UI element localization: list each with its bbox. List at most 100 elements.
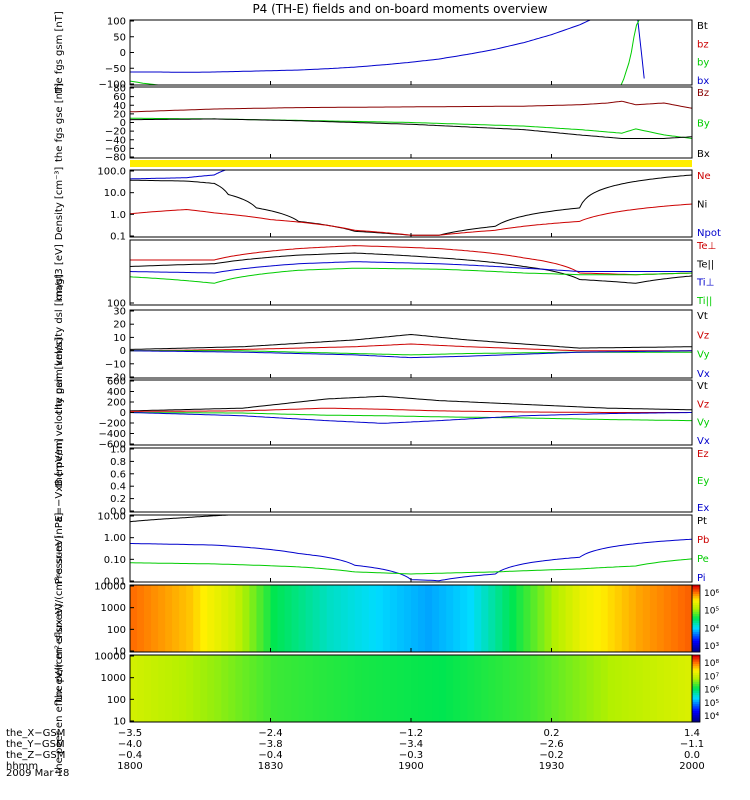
y-axis-label: the fgs gse [nT] [54, 83, 65, 162]
y-axis-label: the peem velocity gsm [km/s] [54, 338, 65, 488]
panel-frame [129, 514, 693, 583]
legend-entry: By [697, 119, 710, 130]
colorbar-step [692, 605, 700, 608]
y-tick-label: 0.10 [104, 555, 126, 566]
colorbar-step [692, 713, 700, 716]
colorbar-step [692, 585, 700, 588]
legend-entry: Vz [697, 330, 709, 341]
heatmap-cell [614, 655, 623, 722]
colorbar-step [692, 598, 700, 602]
y-tick-label: −200 [99, 419, 126, 430]
y-tick-label: 0.01 [104, 577, 126, 588]
y-tick-label: 0.2 [110, 494, 126, 505]
heatmap-cell [326, 585, 335, 652]
colorbar-step [692, 697, 700, 701]
heatmap-cell [256, 585, 265, 652]
heatmap-cell [649, 655, 658, 722]
heatmap-cell [340, 585, 349, 652]
ephemeris-row-label: the_X−GSM [6, 728, 65, 739]
heatmap-cell [411, 655, 419, 722]
heatmap-cell [214, 655, 222, 722]
ephemeris-value: −1.1 [680, 739, 704, 750]
y-tick-label: 100 [107, 625, 126, 636]
heatmap-cell [663, 585, 672, 652]
colorbar-step [692, 587, 700, 590]
panel-8: Pt Pb Pe Pi 10.00 1.00 0.10 0.01 Pressure [nPa] [54, 512, 709, 588]
series-vx-line [130, 412, 692, 424]
series-by-line [130, 20, 640, 85]
colorbar-step [692, 645, 700, 649]
heatmap-cell [375, 655, 384, 722]
legend-entry: Ne [697, 171, 711, 182]
y-axis-label: Density [cm⁻³] [54, 167, 65, 241]
panel-frame [129, 19, 693, 86]
heatmap-cell [418, 655, 426, 722]
heatmap-cell [565, 585, 574, 652]
series-vz-line [130, 343, 692, 352]
y-tick-label: 40 [113, 101, 126, 112]
heatmap-cell [600, 655, 609, 722]
ephemeris-value: −0.4 [118, 750, 142, 761]
heatmap-cell [684, 585, 693, 652]
series-npot-line [130, 170, 226, 180]
heatmap-cell [291, 585, 300, 652]
colorbar-step [692, 659, 700, 663]
y-tick-label: 0 [120, 48, 126, 59]
y-tick-label: 0 [120, 118, 126, 129]
heatmap-cell [670, 585, 679, 652]
heatmap-cell [607, 585, 616, 652]
colorbar-step [692, 649, 700, 653]
y-tick-label: 100.0 [97, 167, 126, 178]
heatmap-cell [312, 655, 321, 722]
heatmap-cell [628, 585, 637, 652]
legend-entry: Vz [697, 399, 709, 410]
heatmap-cell [228, 585, 236, 652]
colorbar-step [692, 614, 700, 617]
colorbar-step [692, 589, 700, 593]
colorbar-step [692, 622, 700, 626]
heatmap-cell [572, 655, 581, 722]
colorbar-step [692, 681, 700, 685]
colorbar-step [692, 668, 700, 672]
y-axis-label: the peim velocity dsl [km/s] [54, 274, 65, 414]
colorbar-step [692, 657, 700, 660]
colorbar-label: 10⁸ [704, 659, 719, 669]
colorbar-step [692, 686, 700, 689]
y-tick-label: 400 [107, 387, 126, 398]
heatmap-cell [453, 655, 461, 722]
heatmap-cell [256, 655, 265, 722]
colorbar-step [692, 631, 700, 635]
y-tick-label: 20 [113, 320, 126, 331]
heatmap-cell [242, 585, 251, 652]
heatmap-cell [270, 655, 279, 722]
legend-entry: Bz [697, 88, 709, 99]
heatmap-cell [186, 655, 194, 722]
heatmap-cell [165, 655, 173, 722]
y-tick-label: 50 [113, 32, 126, 43]
series-vz-line [130, 407, 692, 413]
colorbar-step [692, 636, 700, 640]
heatmap-cell [523, 585, 532, 652]
heatmap-cell [509, 585, 517, 652]
colorbar-step [692, 643, 700, 646]
series-bx-line [130, 20, 645, 79]
series-ne-line [130, 203, 692, 236]
heatmap-cell [221, 585, 229, 652]
y-tick-label: 0 [120, 346, 126, 357]
heatmap-cell [642, 655, 651, 722]
heatmap-cell [207, 585, 215, 652]
heatmap-cell [326, 655, 335, 722]
y-tick-label: 10 [113, 333, 126, 344]
heatmap-cell [614, 585, 623, 652]
colorbar-step [692, 684, 700, 687]
y-tick-label: −50 [105, 64, 126, 75]
heatmap-cell [642, 585, 651, 652]
series-te-line [130, 245, 692, 276]
y-tick-label: −20 [105, 127, 126, 138]
heatmap-cell [621, 585, 630, 652]
series-ni-line [130, 174, 692, 236]
heatmap-cell [277, 655, 286, 722]
colorbar-step [692, 609, 700, 613]
